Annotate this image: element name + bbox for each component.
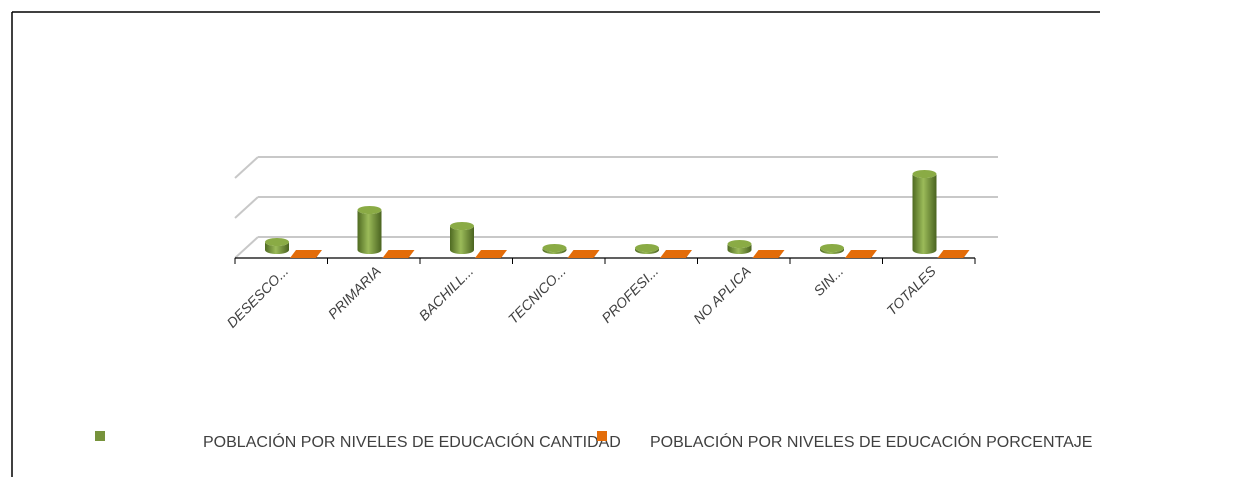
bar bbox=[450, 222, 474, 254]
bar bbox=[635, 244, 659, 254]
bar-body bbox=[357, 210, 382, 254]
bar-top bbox=[820, 244, 844, 252]
bar-top bbox=[635, 244, 659, 252]
bar bbox=[357, 206, 382, 254]
bar bbox=[845, 250, 877, 258]
grid-side bbox=[234, 196, 259, 219]
bar bbox=[912, 170, 937, 254]
x-tick-label: PRIMARIA bbox=[325, 263, 384, 322]
legend-label: POBLACIÓN POR NIVELES DE EDUCACIÓN CANTI… bbox=[203, 432, 621, 451]
bar bbox=[937, 250, 970, 258]
bar-body bbox=[542, 248, 567, 254]
grid-side bbox=[234, 156, 259, 179]
bar bbox=[567, 250, 600, 258]
bar-top bbox=[450, 222, 474, 230]
x-tick-label: SIN... bbox=[810, 263, 846, 299]
legend-swatch bbox=[95, 431, 105, 441]
bar-body bbox=[912, 174, 937, 254]
bar bbox=[265, 238, 289, 254]
bar bbox=[727, 240, 752, 254]
bar bbox=[660, 250, 692, 258]
bar bbox=[475, 250, 507, 258]
bar-top bbox=[357, 206, 382, 214]
bar-body bbox=[265, 242, 289, 254]
bar-top bbox=[542, 244, 567, 252]
bar bbox=[290, 250, 322, 258]
legend-swatch bbox=[597, 431, 607, 441]
bar-body bbox=[820, 248, 844, 254]
x-tick-label: PROFESI... bbox=[598, 263, 661, 326]
bar bbox=[820, 244, 844, 254]
x-tick-label: TOTALES bbox=[883, 262, 939, 318]
bar bbox=[542, 244, 567, 254]
bar bbox=[752, 250, 785, 258]
bar-body bbox=[450, 226, 474, 254]
bar-top bbox=[727, 240, 752, 248]
bar-top bbox=[265, 238, 289, 246]
bar-top bbox=[912, 170, 937, 178]
x-tick-label: BACHILL... bbox=[416, 263, 477, 324]
legend-label: POBLACIÓN POR NIVELES DE EDUCACIÓN PORCE… bbox=[650, 432, 1092, 451]
bar-body bbox=[727, 244, 752, 254]
x-tick-label: DESESCO... bbox=[223, 263, 291, 331]
bar bbox=[382, 250, 415, 258]
bar-body bbox=[635, 248, 659, 254]
x-tick-label: NO APLICA bbox=[690, 263, 754, 327]
x-tick-label: TECNICO... bbox=[505, 263, 569, 327]
grid-side bbox=[234, 236, 259, 259]
